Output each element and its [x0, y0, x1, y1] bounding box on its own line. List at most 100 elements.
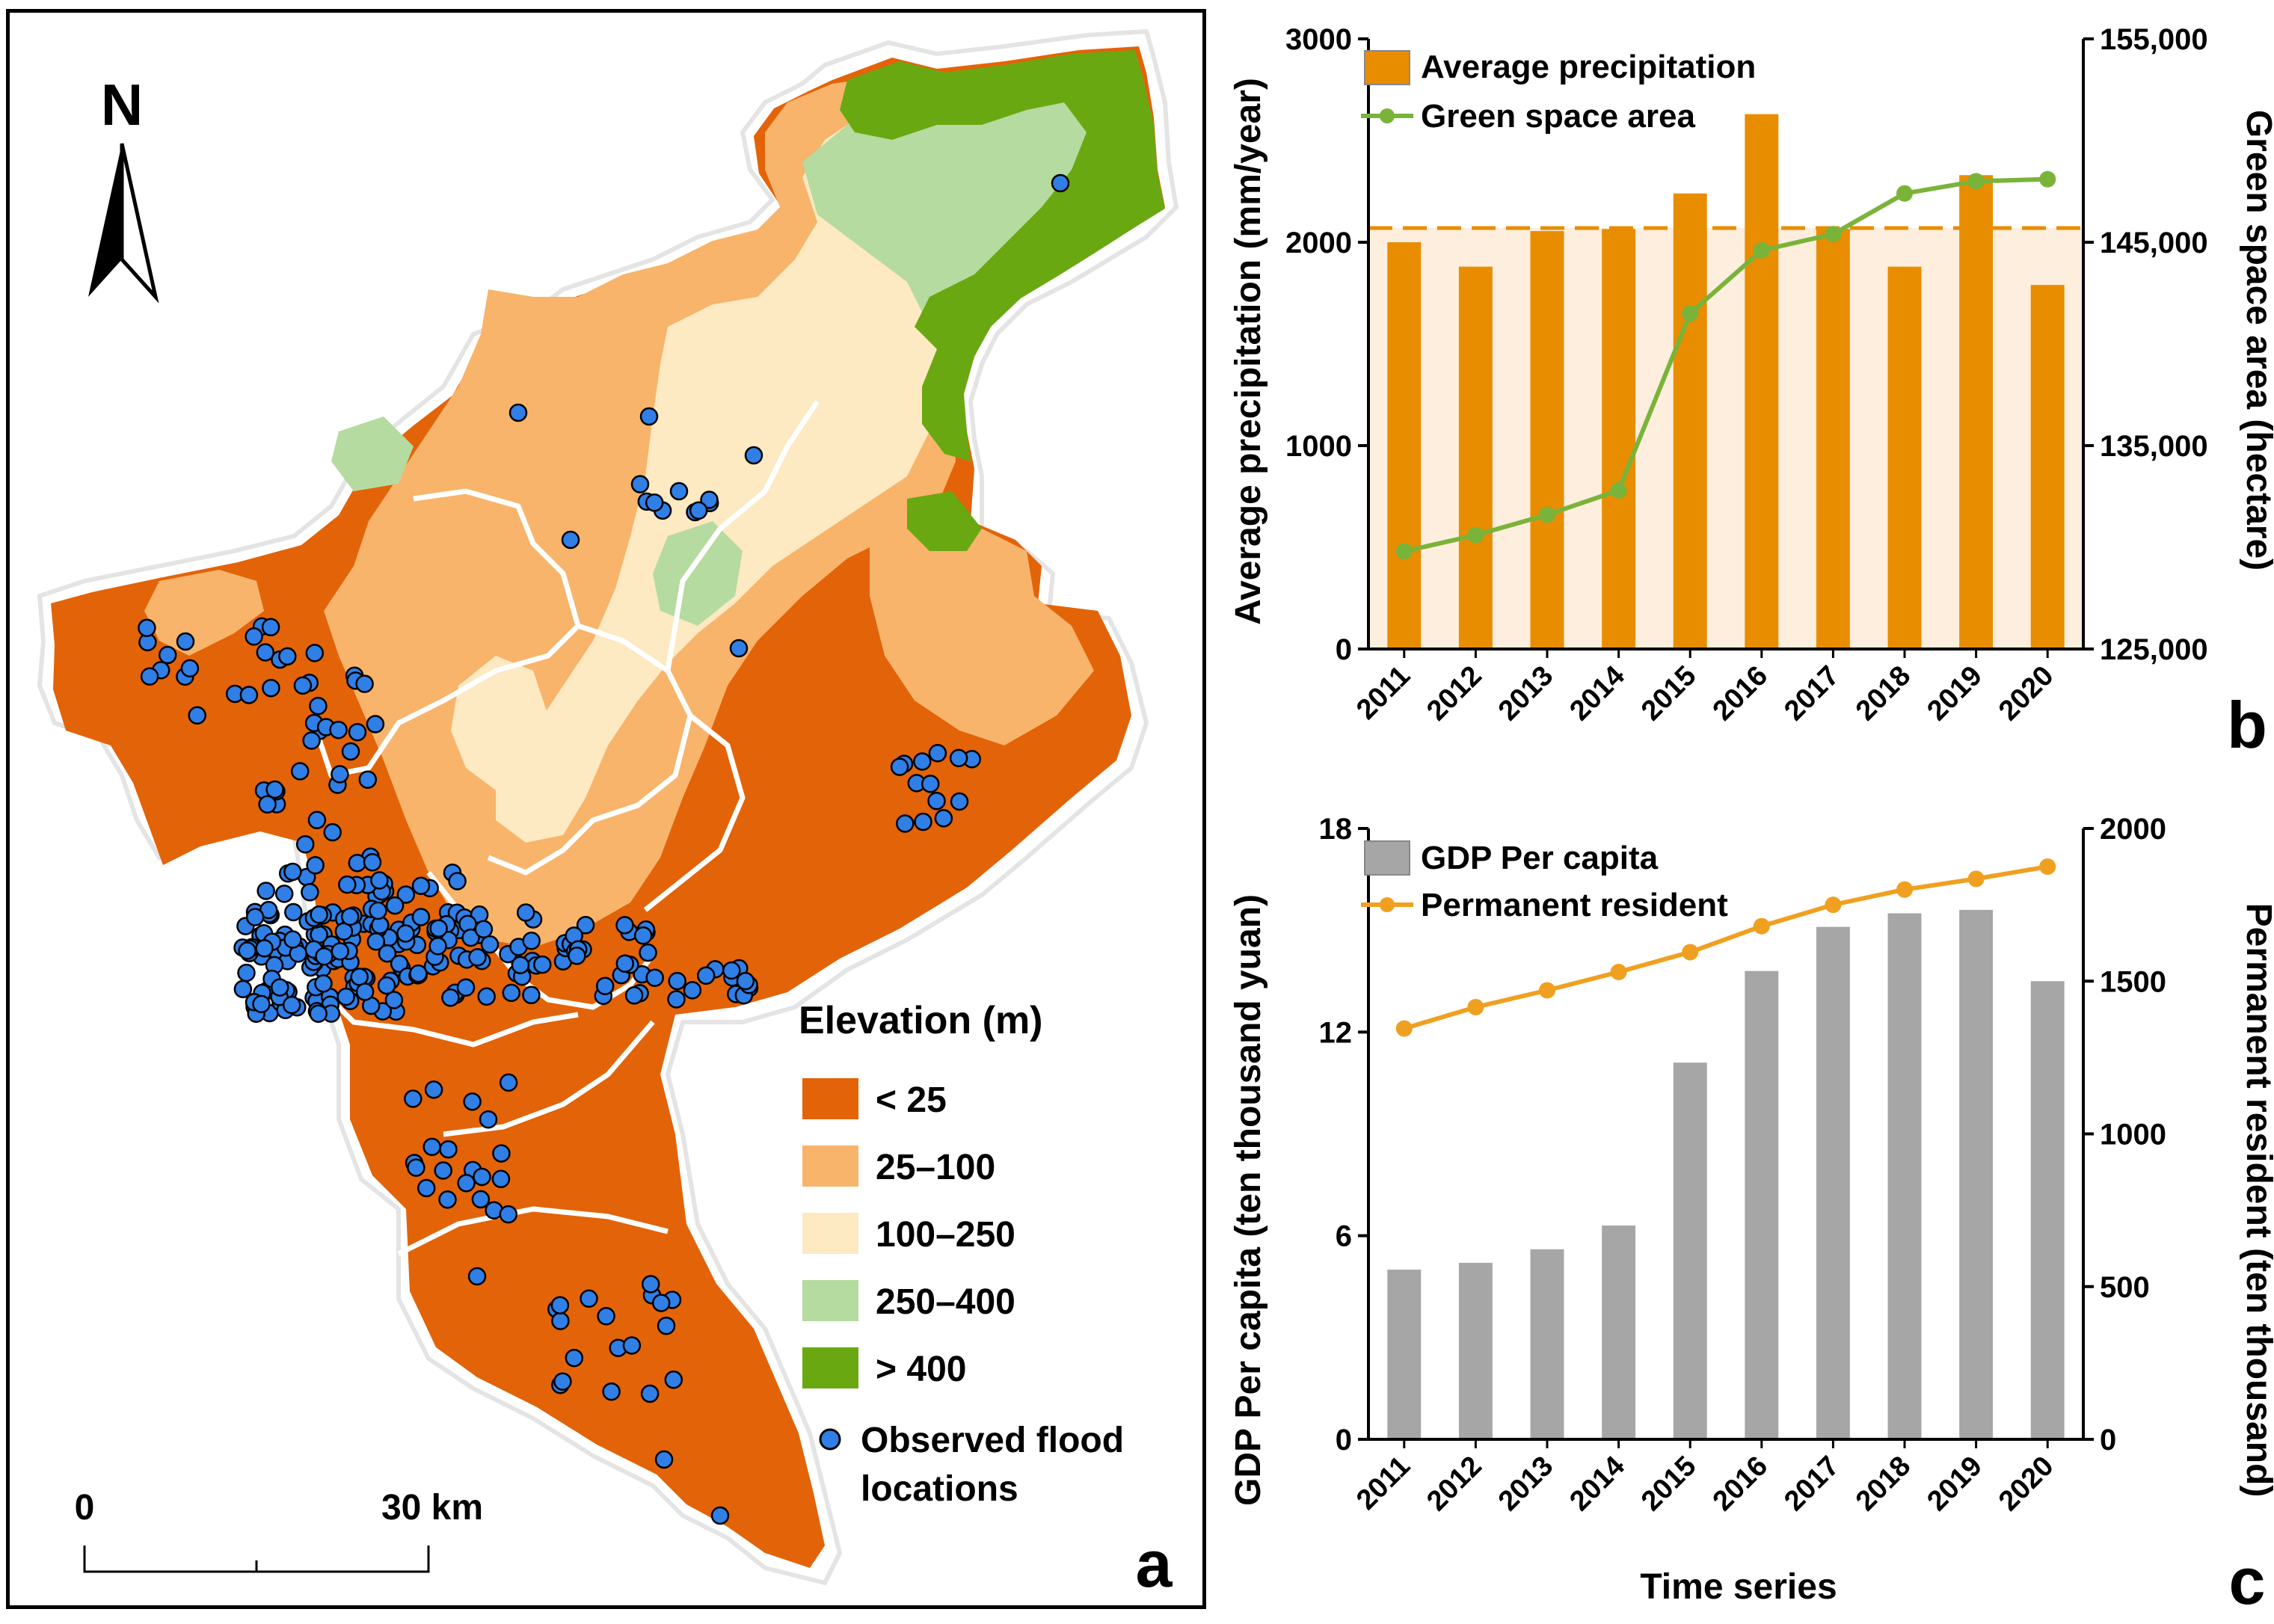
region-upland-2 — [451, 656, 548, 790]
legend-flood-label-2: locations — [861, 1469, 1018, 1509]
bar-2019 — [1959, 175, 1994, 650]
flood-point — [366, 715, 385, 733]
flood-point — [283, 862, 302, 882]
flood-point — [424, 1080, 443, 1099]
legend-class-label-1: 25–100 — [876, 1148, 995, 1187]
flood-point — [471, 1190, 491, 1209]
bar-2013 — [1530, 1249, 1564, 1439]
flood-point — [262, 678, 280, 698]
flood-point — [252, 994, 271, 1014]
flood-point — [340, 907, 360, 926]
flood-point — [736, 971, 755, 991]
xtick-2013: 2013 — [1493, 1451, 1559, 1517]
legend-class-label-2: 100–250 — [876, 1215, 1015, 1255]
region-forest-2 — [653, 521, 743, 626]
flood-point — [384, 991, 404, 1009]
flood-point — [358, 770, 378, 789]
flood-point — [641, 1275, 660, 1294]
flood-point — [615, 954, 635, 973]
flood-point — [645, 493, 664, 512]
flood-point — [429, 919, 448, 938]
flood-point — [700, 490, 719, 509]
flood-point — [630, 475, 650, 493]
flood-point — [255, 939, 274, 958]
flood-point — [256, 882, 275, 900]
flood-point — [491, 1169, 511, 1189]
chart-c-xlabel: Time series — [1640, 1567, 1837, 1607]
bar-2012 — [1458, 1262, 1493, 1439]
flood-point — [664, 1371, 683, 1389]
flood-point — [348, 722, 367, 742]
bar-2017 — [1816, 229, 1850, 649]
bar-2016 — [1745, 114, 1779, 649]
flood-point — [180, 659, 200, 678]
flood-point — [307, 811, 327, 830]
bar-2020 — [2030, 285, 2065, 649]
ytick-right: 0 — [2100, 1424, 2116, 1457]
flood-point — [378, 944, 397, 963]
bar-2017 — [1816, 926, 1850, 1439]
flood-point — [928, 744, 947, 763]
legend-title: Elevation (m) — [799, 999, 1043, 1042]
bar-2011 — [1387, 1270, 1422, 1439]
map-canvas: N Elevation (m) < 25 25–100 100–250 250–400… — [37, 28, 1179, 1601]
flood-point — [551, 1311, 570, 1330]
flood-point — [689, 501, 708, 520]
flood-point — [633, 926, 653, 945]
chart-b: 0 1000 2000 3000 125,000 135,000 145,000 155,00… — [1229, 23, 2274, 762]
elevation-legend: Elevation (m) < 25 25–100 100–250 250–400 > … — [799, 999, 1124, 1509]
flood-point — [385, 896, 405, 915]
flood-point — [468, 948, 487, 967]
flood-point — [934, 809, 953, 828]
flood-point — [188, 706, 206, 725]
ytick-right: 135,000 — [2100, 430, 2208, 463]
xtick-2013: 2013 — [1493, 660, 1559, 727]
flood-point — [293, 676, 313, 695]
flood-point — [278, 647, 297, 666]
flood-point — [315, 947, 334, 966]
xtick-2011: 2011 — [1350, 1451, 1416, 1516]
flood-point — [492, 1144, 511, 1163]
flood-point — [657, 1316, 676, 1335]
region-mountain-2 — [907, 491, 982, 551]
legend-swatch-precipitation — [1364, 50, 1410, 85]
ytick-left: 0 — [1336, 1424, 1352, 1457]
line-point-2015 — [1682, 305, 1699, 322]
flood-point — [639, 943, 657, 962]
legend-class-label-0: < 25 — [876, 1080, 947, 1120]
bar-2014 — [1602, 229, 1636, 649]
ytick-left: 2000 — [1285, 227, 1352, 259]
line-point-2011 — [1395, 543, 1413, 560]
chart-b-legend: Average precipitation Green space area — [1361, 49, 1756, 135]
flood-point — [337, 987, 355, 1006]
ytick-left: 0 — [1336, 633, 1352, 666]
flood-point — [274, 885, 294, 903]
flood-point — [463, 1092, 482, 1111]
bar-2019 — [1959, 909, 1994, 1439]
flood-point — [329, 720, 348, 739]
flood-point — [404, 1089, 422, 1108]
line-point-2016 — [1753, 242, 1770, 259]
ytick-left: 6 — [1336, 1220, 1352, 1253]
flood-point — [667, 990, 686, 1009]
flood-point — [309, 696, 328, 716]
bar-2013 — [1530, 231, 1564, 649]
flood-point — [309, 1004, 328, 1023]
bar-2015 — [1673, 193, 1707, 650]
flood-point — [668, 971, 686, 991]
flood-point — [461, 928, 480, 947]
flood-point — [314, 974, 333, 993]
xtick-2018: 2018 — [1850, 660, 1917, 727]
flood-point — [949, 748, 968, 768]
bar-2015 — [1673, 1062, 1707, 1439]
flood-point — [522, 985, 541, 1005]
xtick-2011: 2011 — [1350, 660, 1416, 726]
line-point-2019 — [1967, 173, 1985, 190]
flood-point — [457, 1174, 476, 1193]
flood-point — [350, 968, 369, 986]
flood-point — [576, 916, 595, 935]
line-point-2016 — [1753, 917, 1770, 935]
region-forest — [802, 95, 1109, 312]
flood-point — [615, 916, 634, 935]
flood-point — [233, 979, 253, 999]
